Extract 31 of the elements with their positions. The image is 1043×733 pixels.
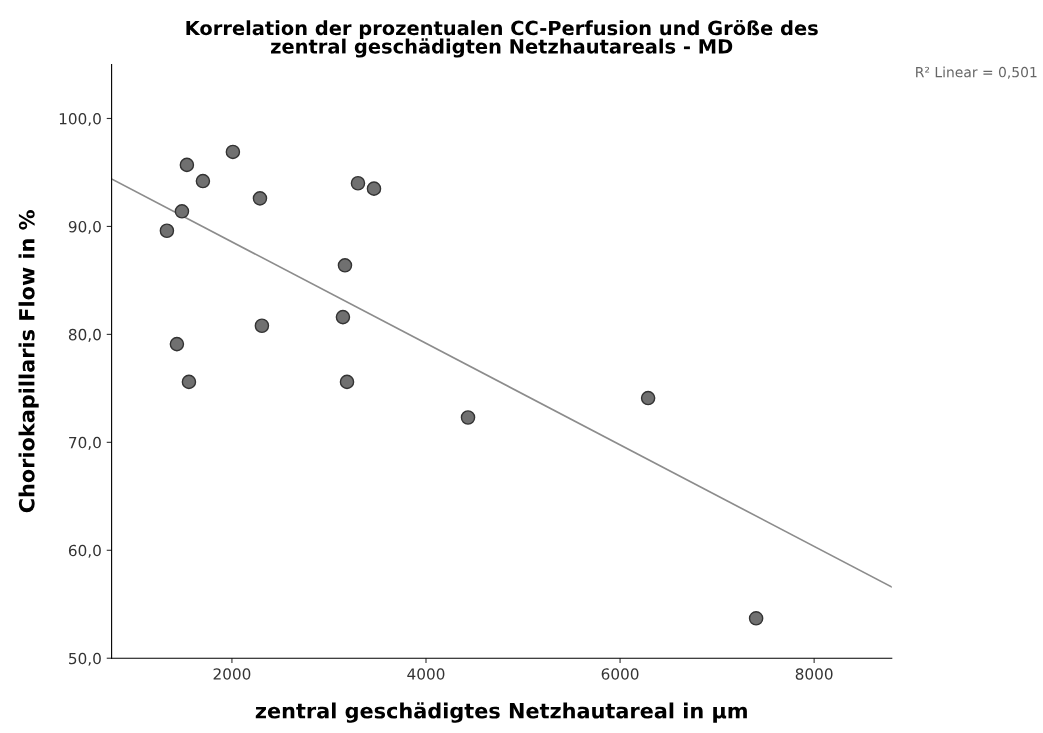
- y-tick-label: 80,0: [68, 328, 101, 342]
- y-tick-label: 70,0: [69, 436, 101, 450]
- point: [335, 309, 351, 325]
- point: [366, 181, 382, 196]
- point: [339, 374, 355, 390]
- point: [195, 173, 211, 189]
- y-tick-label: 90,0: [68, 220, 101, 235]
- x-axis-title: zentral geschädigtes Netzhautareal in µm: [255, 702, 747, 723]
- y-tick-label: 50,0: [69, 652, 101, 666]
- point: [169, 336, 185, 352]
- x-tick-label: 8000: [795, 668, 833, 680]
- point: [181, 374, 197, 390]
- chart-title: Korrelation der prozentualen CC-Perfusion und Größe des zentral geschädigten Netzhautareals - MD: [186, 20, 818, 58]
- point: [350, 175, 366, 191]
- x-tick-label: 4000: [407, 668, 445, 680]
- point: [748, 611, 764, 626]
- point: [337, 258, 353, 273]
- point: [254, 318, 270, 334]
- point: [252, 191, 268, 206]
- point: [179, 157, 195, 173]
- point: [225, 144, 241, 160]
- text: R² Linear = 0,501: [916, 66, 1037, 79]
- y-axis-title: Choriokapillaris Flow in %: [18, 210, 39, 513]
- x-tick-label: 6000: [601, 668, 639, 680]
- point: [159, 223, 175, 239]
- point: [174, 204, 190, 219]
- x-tick-label: 2000: [213, 668, 251, 680]
- y-tick-label: 60,0: [68, 544, 101, 558]
- point: [640, 390, 656, 406]
- point: [460, 410, 476, 425]
- y-tick-label: 100,0: [59, 112, 101, 127]
